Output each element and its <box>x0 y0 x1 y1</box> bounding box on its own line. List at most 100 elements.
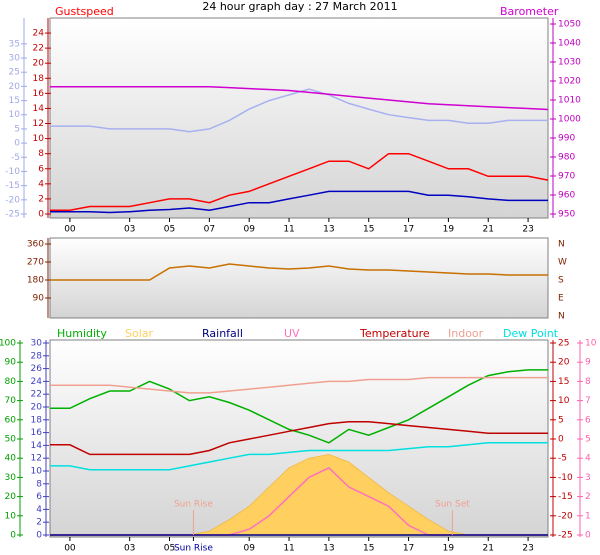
line <box>50 152 549 211</box>
legend-entry: Humidity <box>57 327 107 340</box>
y-tick-label: 25 <box>558 339 569 349</box>
y-tick-label: N <box>558 240 565 250</box>
y-tick-label: 5 <box>585 435 591 445</box>
y-tick-label: 1050 <box>558 20 581 30</box>
y-tick-label: 0 <box>14 139 20 149</box>
y-tick-label: 1 <box>585 511 591 521</box>
line <box>50 85 549 111</box>
y-tick-label: 100 <box>0 339 16 349</box>
x-tick-label: 21 <box>483 225 494 235</box>
x-tick-label: 00 <box>64 544 76 554</box>
y-tick-label: 0 <box>10 531 16 541</box>
y-tick-label: 15 <box>9 96 20 106</box>
y-tick-label: 2 <box>36 518 42 528</box>
x-tick-label: 17 <box>403 544 414 554</box>
y-tick-label: 5 <box>14 124 20 134</box>
y-tick-label: N <box>558 312 565 322</box>
y-tick-label: 25 <box>9 68 20 78</box>
y-tick-label: 1020 <box>558 77 581 87</box>
y-tick-label: 4 <box>585 454 591 464</box>
y-tick-label: 20 <box>31 403 43 413</box>
y-tick-label: S <box>558 276 564 286</box>
y-tick-label: 18 <box>33 74 45 84</box>
y-tick-label: 7 <box>585 396 591 406</box>
y-tick-label: E <box>558 294 564 304</box>
y-tick-label: 2 <box>38 194 44 204</box>
y-tick-label: -15 <box>558 492 573 502</box>
y-tick-label: 180 <box>27 276 44 286</box>
x-tick-label: 17 <box>403 225 414 235</box>
y-tick-label: 10 <box>558 396 570 406</box>
x-tick-label: 05 <box>164 544 175 554</box>
annotation: Sun Rise <box>174 500 213 510</box>
x-tick-label: 23 <box>522 225 533 235</box>
y-tick-label: 20 <box>558 358 570 368</box>
legend-entry: Rainfall <box>202 327 243 340</box>
y-tick-label: 6 <box>585 415 591 425</box>
y-tick-label: 40 <box>5 454 17 464</box>
line <box>50 369 548 444</box>
legend-entry: UV <box>284 327 300 340</box>
x-tick-label: 15 <box>363 225 374 235</box>
y-tick-label: 14 <box>31 441 43 451</box>
y-tick-label: 990 <box>558 134 575 144</box>
x-tick-label: Sun Rise <box>174 544 213 554</box>
y-tick-label: 5 <box>558 415 564 425</box>
x-tick-label: 03 <box>124 225 135 235</box>
y-tick-label: 50 <box>5 435 17 445</box>
legend-entry: Dew Point <box>503 327 559 340</box>
x-tick-label: 23 <box>522 544 533 554</box>
x-tick-label: 09 <box>243 544 255 554</box>
x-tick-label: 07 <box>204 225 215 235</box>
y-tick-label: 9 <box>585 358 591 368</box>
x-tick-label: 05 <box>164 225 175 235</box>
y-tick-label: 20 <box>33 59 45 69</box>
y-tick-label: 4 <box>36 505 42 515</box>
y-tick-label: -10 <box>558 473 573 483</box>
y-tick-label: 35 <box>9 39 20 49</box>
y-tick-label: -10 <box>5 167 20 177</box>
annotation: Sun Set <box>435 500 470 510</box>
y-tick-label: 1010 <box>558 96 581 106</box>
x-tick-label: 21 <box>483 544 494 554</box>
y-tick-label: 10 <box>585 339 597 349</box>
y-tick-label: 90 <box>5 358 17 368</box>
y-tick-label: 30 <box>9 54 21 64</box>
y-tick-label: 960 <box>558 191 575 201</box>
y-tick-label: 980 <box>558 153 575 163</box>
y-tick-label: 970 <box>558 172 575 182</box>
y-tick-label: 10 <box>33 134 45 144</box>
x-tick-label: 13 <box>323 225 334 235</box>
y-tick-label: 0 <box>558 435 564 445</box>
y-tick-label: -5 <box>11 153 20 163</box>
y-tick-label: 12 <box>31 454 42 464</box>
y-tick-label: 0 <box>36 531 42 541</box>
y-tick-label: -25 <box>5 210 20 220</box>
y-tick-label: 30 <box>5 473 17 483</box>
y-tick-label: -25 <box>558 531 573 541</box>
y-tick-label: -20 <box>558 511 573 521</box>
y-tick-label: 0 <box>585 531 591 541</box>
y-tick-label: 1030 <box>558 58 581 68</box>
y-tick-label: 270 <box>27 258 44 268</box>
y-tick-label: 14 <box>33 104 45 114</box>
x-tick-label: 15 <box>363 544 374 554</box>
plot-area <box>49 17 549 219</box>
y-tick-label: 18 <box>31 415 43 425</box>
y-tick-label: -15 <box>5 181 20 191</box>
chart-title: 24 hour graph day : 27 March 2011 <box>202 0 397 13</box>
x-tick-label: 19 <box>443 225 455 235</box>
y-tick-label: 20 <box>9 82 21 92</box>
y-tick-label: 360 <box>27 240 44 250</box>
y-tick-label: 24 <box>31 377 43 387</box>
y-tick-label: 60 <box>5 415 17 425</box>
y-tick-label: 3 <box>585 473 591 483</box>
line <box>50 376 548 394</box>
y-tick-label: 16 <box>33 89 45 99</box>
y-tick-label: 70 <box>5 396 17 406</box>
x-tick-label: 19 <box>443 544 455 554</box>
y-tick-label: 8 <box>36 479 42 489</box>
y-tick-label: 15 <box>558 377 569 387</box>
y-tick-label: 80 <box>5 377 17 387</box>
y-tick-label: 26 <box>31 364 43 374</box>
